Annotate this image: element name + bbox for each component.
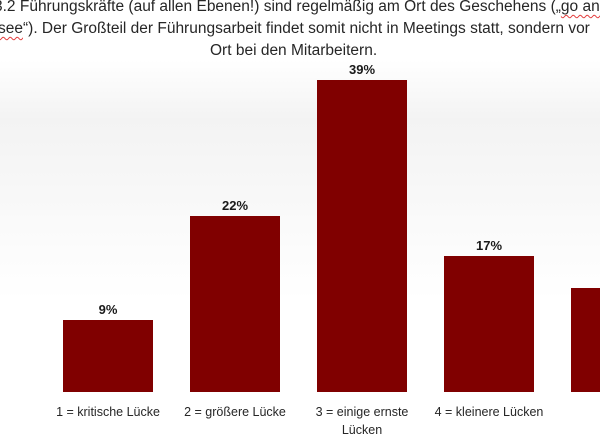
- chart-title-line-1: 3.2 Führungskräfte (auf allen Ebenen!) s…: [0, 0, 600, 16]
- chart-title-line-2: see“). Der Großteil der Führungsarbeit f…: [0, 20, 590, 38]
- chart-title-line-1-squiggle: go and: [560, 0, 600, 15]
- chart-title-line-2-squiggle: see: [0, 20, 23, 37]
- bar-2: [190, 216, 280, 392]
- data-label-2: 22%: [222, 198, 248, 213]
- chart-title-line-3: Ort bei den Mitarbeitern.: [210, 42, 377, 60]
- bar-4: [444, 256, 534, 392]
- x-tick-label-3-line-1: 3 = einige ernste: [316, 405, 409, 419]
- bar-5: [571, 288, 600, 392]
- x-tick-label-3-line-2: Lücken: [342, 423, 382, 437]
- chart-title-line-2-text: “). Der Großteil der Führungsarbeit find…: [23, 20, 590, 37]
- data-label-4: 17%: [476, 238, 502, 253]
- data-label-1: 9%: [99, 302, 118, 317]
- bar-1: [63, 320, 153, 392]
- chart-title-line-3-text: Ort bei den Mitarbeitern.: [210, 42, 378, 59]
- bar-3: [317, 80, 407, 392]
- data-label-3: 39%: [349, 62, 375, 77]
- x-tick-label-2: 2 = größere Lücke: [184, 405, 286, 419]
- x-tick-label-1: 1 = kritische Lücke: [56, 405, 160, 419]
- chart-title-line-1-text: 3.2 Führungskräfte (auf allen Ebenen!) s…: [0, 0, 561, 15]
- x-tick-label-4: 4 = kleinere Lücken: [435, 405, 544, 419]
